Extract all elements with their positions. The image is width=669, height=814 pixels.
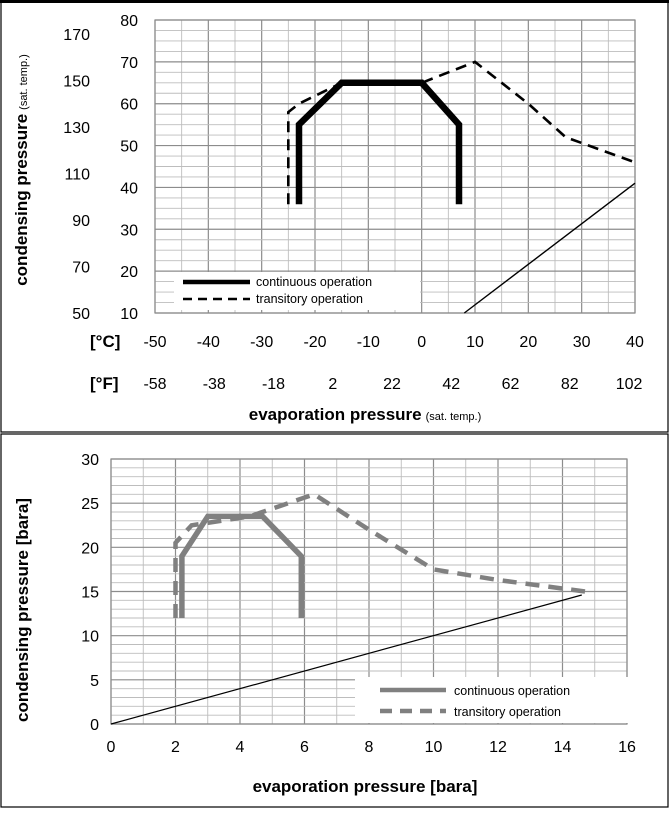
top-x-axis-title: evaporation pressure (sat. temp.) [249,405,482,424]
top-y-tick-fahrenheit: 150 [63,73,90,90]
bottom-chart-ticks: 0 2 4 6 8 10 12 14 16 0 5 10 15 20 25 30 [81,452,636,756]
top-x-tick-fahrenheit: 62 [502,376,520,393]
bottom-x-tick: 4 [236,739,245,756]
top-x-tick-celsius: 40 [626,334,644,351]
bottom-y-tick: 15 [81,585,99,602]
top-x-tick-celsius: -20 [303,334,326,351]
top-y-tick-fahrenheit: 170 [63,27,90,44]
top-x-tick-fahrenheit: -58 [143,376,166,393]
bottom-x-tick: 16 [618,739,636,756]
top-x-tick-celsius: 20 [519,334,537,351]
top-y-tick-celsius: 70 [120,55,138,72]
top-x-tick-fahrenheit: 22 [383,376,401,393]
top-y-tick-fahrenheit: 70 [72,259,90,276]
bottom-y-tick: 25 [81,496,99,513]
top-x-tick-celsius: 30 [573,334,591,351]
top-x-tick-celsius: 0 [417,334,426,351]
bottom-legend-transitory-label: transitory operation [454,705,561,719]
bottom-y-tick: 0 [90,717,99,734]
bottom-y-tick: 10 [81,629,99,646]
x-unit-fahrenheit: [°F] [90,374,119,393]
bottom-y-axis-title: condensing pressure [bara] [13,498,32,722]
top-y-tick-celsius: 60 [120,97,138,114]
top-x-axis-title-note: (sat. temp.) [426,411,482,423]
bottom-x-tick: 2 [171,739,180,756]
bottom-series-continuous-line [179,513,305,618]
top-y-axis-title: condensing pressure (sat. temp.) [12,54,31,286]
top-x-tick-fahrenheit: -38 [203,376,226,393]
top-y-tick-fahrenheit: 110 [64,166,90,183]
bottom-legend-continuous-label: continuous operation [454,684,570,698]
top-y-tick-celsius: 30 [120,222,138,239]
bottom-x-tick: 8 [365,739,374,756]
top-x-tick-celsius: 10 [466,334,484,351]
top-series-transitory-line [286,60,636,205]
top-x-tick-celsius: -40 [197,334,220,351]
top-x-tick-celsius: -30 [250,334,273,351]
bottom-panel-frame [0,433,669,808]
x-unit-celsius: [°C] [90,332,120,351]
top-x-tick-fahrenheit: -18 [262,376,285,393]
top-chart-ticks: -50 -40 -30 -20 -10 0 10 20 30 40-58 -38 -18 2 22 42 62… [63,13,644,393]
top-y-tick-fahrenheit: 90 [72,213,90,230]
bottom-x-tick: 12 [489,739,507,756]
top-x-axis-title-main: evaporation pressure [249,405,422,424]
top-legend-box [174,272,420,310]
bottom-y-tick: 5 [90,673,99,690]
top-y-tick-celsius: 40 [120,180,138,197]
bottom-y-tick: 20 [81,540,99,557]
top-x-tick-celsius: -10 [357,334,380,351]
bottom-plot-area [110,458,628,725]
top-panel-frame [0,0,669,433]
top-y-tick-fahrenheit: 50 [72,306,90,323]
bottom-y-tick: 30 [81,452,99,469]
top-x-tick-celsius: -50 [143,334,166,351]
top-x-tick-fahrenheit: 42 [442,376,460,393]
top-y-tick-celsius: 20 [120,264,138,281]
top-legend-transitory-label: transitory operation [256,292,363,306]
top-series-continuous-line [295,79,463,205]
top-y-axis-title-main: condensing pressure [12,114,31,286]
bottom-series-reference-line [110,594,582,725]
bottom-x-axis-title: evaporation pressure [bara] [253,777,478,796]
bottom-x-tick: 0 [107,739,116,756]
bottom-x-tick: 14 [554,739,572,756]
top-plot-area [154,19,636,314]
top-y-tick-celsius: 50 [120,139,138,156]
top-y-tick-celsius: 10 [120,306,138,323]
top-chart-grid [154,19,636,314]
bottom-chart-series [110,491,586,725]
top-y-tick-fahrenheit: 130 [63,120,90,137]
top-legend-continuous-label: continuous operation [256,275,372,289]
bottom-x-tick: 10 [425,739,443,756]
top-y-tick-celsius: 80 [120,13,138,30]
bottom-x-tick: 6 [300,739,309,756]
bottom-legend-box [355,677,629,723]
top-series-reference-line [463,182,636,314]
top-x-tick-fahrenheit: 2 [328,376,337,393]
top-x-tick-fahrenheit: 102 [616,376,643,393]
top-y-axis-title-note: (sat. temp.) [18,54,30,110]
top-x-tick-fahrenheit: 82 [561,376,579,393]
top-chart-series [286,60,636,314]
